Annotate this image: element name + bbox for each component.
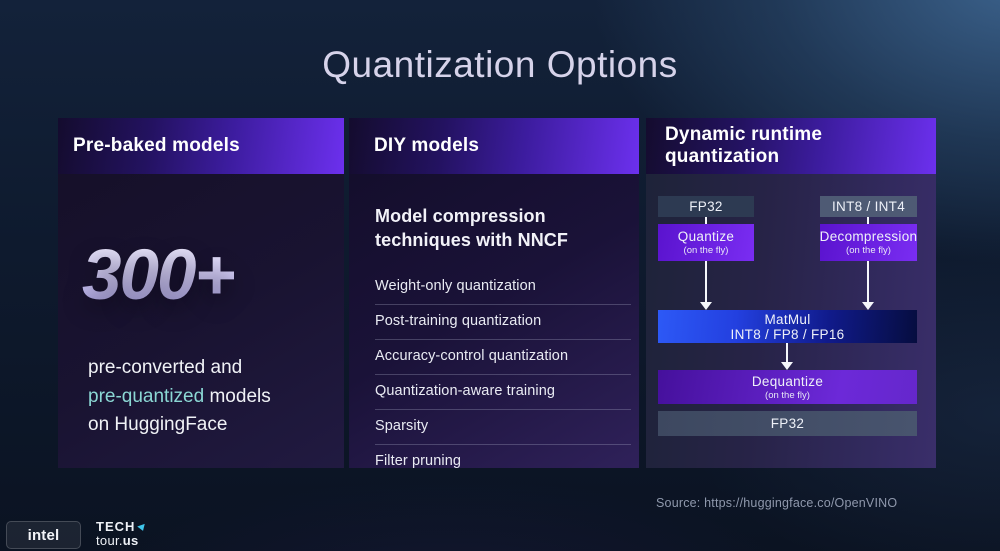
panel-body-diy: Model compression techniques with NNCF W… (349, 174, 639, 469)
source-caption: Source: https://huggingface.co/OpenVINO (656, 496, 898, 510)
list-item-weight-only: Weight-only quantization (375, 270, 631, 305)
connector-line-right (867, 217, 869, 225)
flow-box-output-fp32-label: FP32 (770, 416, 805, 431)
prebaked-description: pre-converted and pre-quantized models o… (88, 354, 271, 440)
stat-model-count: 300+ (82, 236, 236, 315)
flow-box-dequantize: Dequantize (on the fly) (658, 370, 917, 404)
desc-highlight: pre-quantized (88, 385, 205, 407)
flow-box-matmul-sub: INT8 / FP8 / FP16 (730, 326, 845, 342)
connector-line-left (705, 217, 707, 225)
desc-line3: on HuggingFace (88, 414, 228, 435)
flow-box-output-fp32: FP32 (658, 411, 917, 436)
panel-diy-models: DIY models Model compression techniques … (349, 118, 639, 469)
arrow-line-center (786, 343, 788, 363)
flow-box-decompression: Decompression (on the fly) (820, 224, 917, 261)
list-item-filter-pruning: Filter pruning (375, 452, 462, 469)
arrow-down-icon (700, 302, 712, 310)
flow-box-quantize-sub: (on the fly) (683, 245, 729, 256)
arrow-down-icon (781, 362, 793, 370)
flow-box-matmul: MatMul INT8 / FP8 / FP16 (658, 310, 917, 343)
list-item-accuracy-control: Accuracy-control quantization (375, 340, 631, 375)
list-item-quantization-aware: Quantization-aware training (375, 375, 631, 410)
panel-body-dynamic: FP32 INT8 / INT4 Quantize (on the fly) D… (646, 174, 936, 468)
arrow-line-left (705, 261, 707, 303)
flow-box-input-int8-int4-label: INT8 / INT4 (831, 199, 906, 214)
desc-line2-rest: models (204, 385, 271, 407)
page-title: Quantization Options (322, 44, 678, 85)
flow-box-quantize: Quantize (on the fly) (658, 224, 754, 261)
flow-box-quantize-label: Quantize (677, 229, 735, 244)
list-item-post-training: Post-training quantization (375, 305, 631, 340)
techtour-us-text: us (122, 533, 139, 548)
flow-box-input-fp32: FP32 (658, 196, 754, 217)
techtour-tech-text: TECH (96, 519, 136, 534)
flow-box-decompression-label: Decompression (819, 229, 918, 244)
techtour-bottom-line: tour.us (96, 533, 146, 548)
panel-header-diy: DIY models (349, 118, 639, 174)
techtour-logo: TECH tour.us (96, 519, 148, 548)
flow-box-dequantize-sub: (on the fly) (765, 389, 810, 401)
flow-box-decompression-sub: (on the fly) (846, 245, 891, 256)
panel-prebaked-models: Pre-baked models 300+ pre-converted and … (58, 118, 344, 468)
panel-body-prebaked: 300+ pre-converted and pre-quantized mod… (58, 174, 344, 468)
techniques-list: Weight-only quantization Post-training q… (375, 270, 631, 479)
intel-logo-text: intel (27, 526, 60, 544)
panel-header-prebaked: Pre-baked models (58, 118, 344, 174)
flow-box-input-fp32-label: FP32 (689, 199, 723, 214)
intel-logo: intel (6, 521, 81, 549)
arrow-line-right (867, 261, 869, 303)
techtour-cursor-icon (137, 523, 148, 532)
techtour-top-line: TECH (96, 519, 148, 534)
arrow-down-icon (862, 302, 874, 310)
panel-dynamic-runtime: Dynamic runtime quantization FP32 INT8 /… (646, 118, 936, 468)
flow-box-dequantize-label: Dequantize (751, 373, 824, 389)
techtour-tour-text: tour. (96, 533, 123, 548)
flow-box-matmul-title: MatMul (764, 311, 811, 327)
diy-subtitle: Model compression techniques with NNCF (375, 206, 569, 250)
flow-box-input-int8-int4: INT8 / INT4 (820, 196, 917, 217)
panel-header-dynamic: Dynamic runtime quantization (646, 118, 936, 174)
list-item-sparsity: Sparsity (375, 410, 631, 445)
desc-line1: pre-converted and (88, 357, 243, 378)
